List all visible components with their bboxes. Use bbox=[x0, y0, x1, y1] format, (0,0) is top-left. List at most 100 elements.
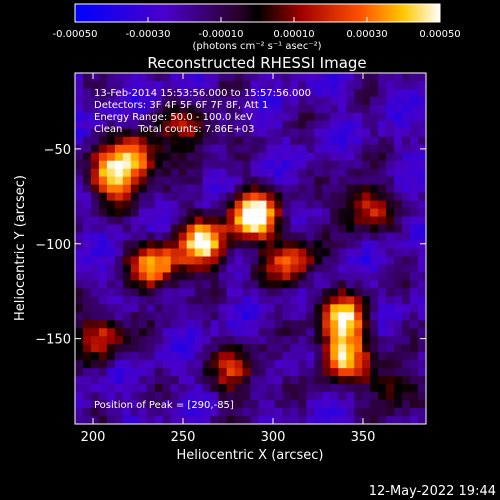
heatmap-cell bbox=[106, 328, 116, 337]
heatmap-cell bbox=[170, 408, 180, 417]
heatmap-cell bbox=[290, 104, 299, 114]
heatmap-cell bbox=[98, 160, 108, 170]
heatmap-cell bbox=[202, 200, 211, 209]
heatmap-cell bbox=[346, 304, 355, 313]
heatmap-cell bbox=[386, 400, 395, 409]
heatmap-cell bbox=[354, 208, 363, 217]
heatmap-cell bbox=[338, 160, 347, 170]
heatmap-cell bbox=[322, 216, 331, 225]
heatmap-cell bbox=[178, 288, 187, 297]
heatmap-cell bbox=[218, 368, 227, 377]
heatmap-cell bbox=[202, 336, 211, 345]
heatmap-cell bbox=[330, 104, 339, 114]
heatmap-cell bbox=[322, 104, 331, 114]
heatmap-cell bbox=[82, 176, 92, 185]
heatmap-cell bbox=[290, 360, 299, 369]
heatmap-cell bbox=[242, 360, 251, 369]
heatmap-cell bbox=[242, 96, 251, 106]
heatmap-cell bbox=[410, 80, 419, 90]
heatmap-cell bbox=[274, 320, 283, 329]
heatmap-cell bbox=[378, 176, 387, 185]
heatmap-cell bbox=[266, 416, 275, 425]
heatmap-cell bbox=[82, 384, 92, 393]
heatmap-cell bbox=[130, 96, 140, 106]
heatmap-cell bbox=[218, 336, 227, 345]
heatmap-cell bbox=[146, 104, 156, 114]
heatmap-cell bbox=[130, 264, 140, 273]
heatmap-cell bbox=[186, 240, 195, 249]
heatmap-cell bbox=[186, 120, 195, 130]
heatmap-cell bbox=[290, 192, 299, 201]
heatmap-cell bbox=[162, 376, 172, 385]
heatmap-cell bbox=[98, 384, 108, 393]
heatmap-cell bbox=[226, 112, 235, 122]
heatmap-cell bbox=[346, 216, 355, 225]
heatmap-cell bbox=[194, 152, 203, 162]
heatmap-cell bbox=[274, 296, 283, 305]
heatmap-cell bbox=[122, 73, 132, 82]
heatmap-cell bbox=[338, 120, 347, 130]
heatmap-cell bbox=[394, 272, 403, 281]
heatmap-cell bbox=[98, 376, 108, 385]
heatmap-cell bbox=[418, 208, 427, 217]
heatmap-cell bbox=[394, 264, 403, 273]
heatmap-cell bbox=[394, 88, 403, 98]
heatmap-cell bbox=[154, 296, 164, 305]
heatmap-cell bbox=[170, 272, 180, 281]
heatmap-cell bbox=[170, 288, 180, 297]
heatmap-cell bbox=[194, 320, 203, 329]
heatmap-cell bbox=[82, 192, 92, 201]
heatmap-cell bbox=[250, 280, 259, 289]
heatmap-cell bbox=[194, 344, 203, 353]
heatmap-cell bbox=[114, 288, 124, 297]
heatmap-cell bbox=[170, 376, 180, 385]
heatmap-cell bbox=[82, 104, 92, 114]
heatmap-cell bbox=[338, 280, 347, 289]
heatmap-cell bbox=[234, 88, 243, 98]
heatmap-cell bbox=[114, 176, 124, 185]
heatmap-cell bbox=[75, 73, 84, 82]
heatmap-cell bbox=[154, 232, 164, 241]
heatmap-cell bbox=[242, 200, 251, 209]
y-axis-ticks: −50−100−150 bbox=[35, 143, 426, 348]
heatmap-cell bbox=[162, 88, 172, 98]
heatmap-cell bbox=[362, 288, 371, 297]
heatmap-cell bbox=[346, 272, 355, 281]
heatmap-cell bbox=[362, 160, 371, 170]
heatmap-cell bbox=[210, 152, 219, 162]
heatmap-cell bbox=[170, 224, 180, 233]
heatmap-cell bbox=[362, 336, 371, 345]
heatmap-cell bbox=[146, 144, 156, 154]
heatmap-cell bbox=[122, 200, 132, 209]
heatmap-cell bbox=[250, 368, 259, 377]
heatmap-cell bbox=[410, 320, 419, 329]
heatmap-cell bbox=[202, 304, 211, 313]
heatmap-cell bbox=[378, 392, 387, 401]
heatmap-cell bbox=[346, 224, 355, 233]
heatmap-cell bbox=[370, 104, 379, 114]
heatmap-cell bbox=[370, 232, 379, 241]
heatmap-cell bbox=[90, 224, 100, 233]
heatmap-cell bbox=[82, 200, 92, 209]
heatmap-cell bbox=[338, 352, 347, 361]
heatmap-cell bbox=[362, 384, 371, 393]
heatmap-cell bbox=[186, 152, 195, 162]
heatmap-cell bbox=[146, 248, 156, 257]
heatmap-cell bbox=[114, 400, 124, 409]
heatmap-cell bbox=[250, 328, 259, 337]
heatmap-cell bbox=[346, 208, 355, 217]
heatmap-cell bbox=[114, 224, 124, 233]
heatmap-cell bbox=[402, 120, 411, 130]
heatmap-cell bbox=[130, 216, 140, 225]
heatmap-cell bbox=[298, 208, 307, 217]
heatmap-cell bbox=[234, 272, 243, 281]
heatmap-cell bbox=[314, 232, 323, 241]
heatmap-cell bbox=[138, 200, 148, 209]
heatmap-cell bbox=[266, 296, 275, 305]
heatmap-cell bbox=[234, 208, 243, 217]
heatmap-cell bbox=[274, 392, 283, 401]
heatmap-cell bbox=[75, 96, 84, 106]
heatmap-cell bbox=[226, 128, 235, 138]
heatmap-cell bbox=[266, 336, 275, 345]
heatmap-cell bbox=[298, 344, 307, 353]
